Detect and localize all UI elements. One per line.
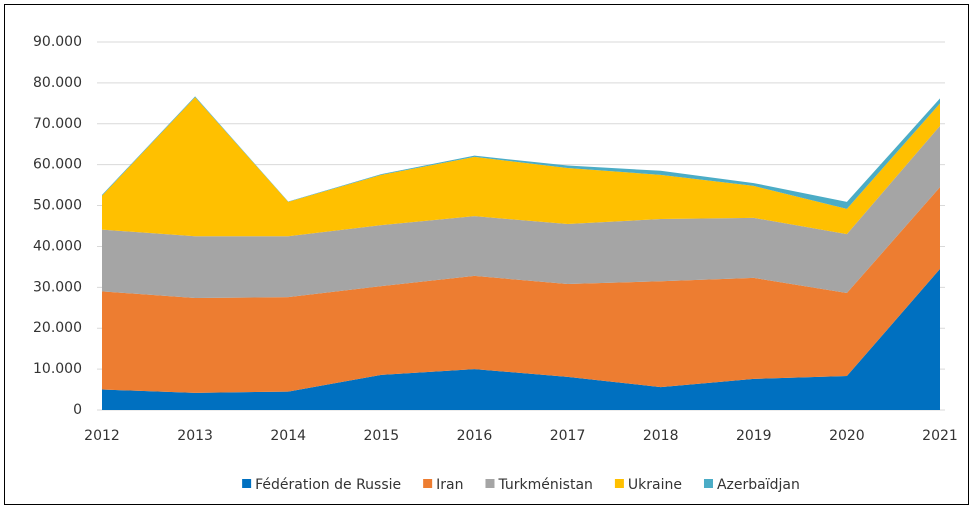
y-tick-label: 20.000 xyxy=(33,320,82,336)
y-tick-label: 10.000 xyxy=(33,361,82,377)
legend-swatch xyxy=(703,479,713,488)
legend-swatch xyxy=(614,479,624,488)
y-tick-label: 0 xyxy=(73,402,82,418)
x-tick-label: 2018 xyxy=(643,428,679,444)
x-tick-label: 2013 xyxy=(177,428,213,444)
y-tick-label: 30.000 xyxy=(33,279,82,295)
legend-swatch xyxy=(485,479,495,488)
legend-label: Iran xyxy=(436,477,463,493)
x-tick-label: 2016 xyxy=(457,428,493,444)
area xyxy=(102,97,940,237)
y-tick-label: 50.000 xyxy=(33,198,82,214)
legend-swatch xyxy=(242,479,252,488)
x-tick-label: 2019 xyxy=(736,428,772,444)
x-tick-label: 2020 xyxy=(829,428,865,444)
y-tick-label: 80.000 xyxy=(33,75,82,91)
legend: Fédération de Russie Iran Turkménistan Ukra… xyxy=(242,477,800,493)
x-tick-label: 2014 xyxy=(270,428,306,444)
x-tick-label: 2012 xyxy=(84,428,120,444)
y-tick-label: 90.000 xyxy=(33,34,82,50)
legend-label: Azerbaïdjan xyxy=(717,477,800,493)
legend-label: Fédération de Russie xyxy=(255,477,401,493)
y-tick-label: 40.000 xyxy=(33,238,82,254)
x-tick-label: 2015 xyxy=(364,428,400,444)
legend-label: Ukraine xyxy=(628,477,682,493)
legend-swatch xyxy=(423,479,433,488)
area xyxy=(102,125,940,298)
y-tick-label: 60.000 xyxy=(33,157,82,173)
x-tick-label: 2021 xyxy=(922,428,958,444)
area xyxy=(102,268,940,410)
legend-label: Turkménistan xyxy=(497,477,592,493)
y-tick-label: 70.000 xyxy=(33,116,82,132)
area xyxy=(102,187,940,393)
x-tick-label: 2017 xyxy=(550,428,586,444)
area xyxy=(102,96,940,209)
